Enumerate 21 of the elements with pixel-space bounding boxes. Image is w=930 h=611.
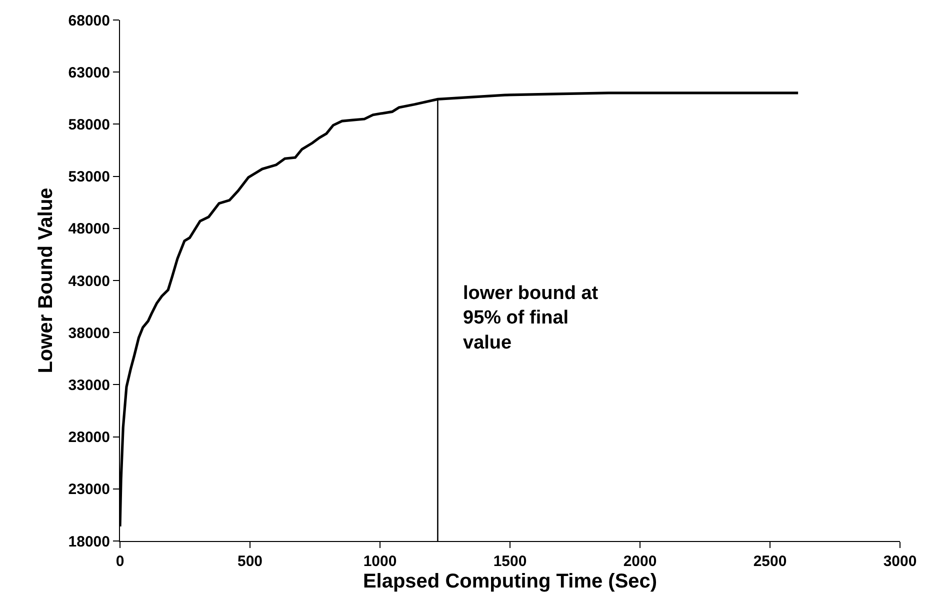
y-tick-label: 58000	[68, 116, 110, 134]
y-tick-label: 28000	[68, 429, 110, 446]
x-tick-label: 500	[237, 553, 263, 570]
ref-line-label: lower bound at 95% of final value	[463, 283, 599, 354]
y-tick-label: 23000	[68, 481, 110, 498]
x-tick-label: 1000	[363, 553, 397, 570]
x-tick-label: 3000	[883, 553, 917, 570]
y-tick-label: 33000	[68, 376, 110, 394]
y-tick-label: 68000	[68, 12, 110, 30]
x-tick-label: 2000	[623, 553, 657, 570]
x-tick-label: 0	[116, 553, 124, 570]
y-axis-title: Lower Bound Value	[34, 188, 57, 374]
y-tick-label: 48000	[68, 220, 110, 238]
y-tick-label: 53000	[68, 168, 110, 186]
y-tick-label: 63000	[68, 64, 110, 82]
y-tick-label: 38000	[68, 324, 110, 342]
x-axis-title: Elapsed Computing Time (Sec)	[362, 570, 658, 593]
x-tick-label: 2500	[753, 553, 787, 570]
y-tick-label: 18000	[68, 533, 110, 550]
x-tick-label: 1500	[493, 553, 527, 570]
y-tick-label: 43000	[68, 272, 110, 290]
